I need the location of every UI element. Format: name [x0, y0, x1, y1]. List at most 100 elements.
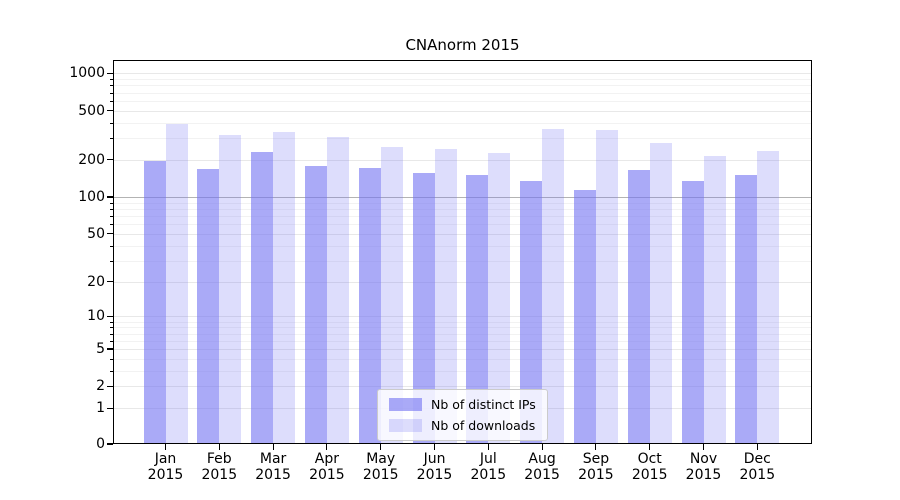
bar-distinct-ips-mar [251, 152, 274, 444]
y-axis-minor-tick-mark [109, 245, 113, 247]
y-axis-tick-label: 200 [78, 151, 105, 168]
bar-downloads-apr [326, 136, 349, 444]
y-axis-minor-tick-mark [109, 358, 113, 360]
x-axis-month-label: Nov 2015 [676, 451, 732, 483]
y-axis-minor-tick-mark [109, 138, 113, 140]
y-axis-tick-label: 10 [87, 308, 105, 325]
bar-downloads-aug [542, 129, 565, 444]
y-axis-minor-tick-mark [109, 79, 113, 81]
y-axis-tick-mark [107, 159, 113, 161]
bar-distinct-ips-jul [466, 175, 489, 444]
y-axis-tick-mark [107, 407, 113, 409]
bar-distinct-ips-nov [681, 180, 704, 444]
y-axis-minor-tick-mark [109, 340, 113, 342]
minor-gridline [113, 327, 812, 329]
bar-downloads-nov [703, 156, 726, 444]
x-axis-tick-mark [380, 444, 382, 450]
minor-gridline [113, 208, 812, 210]
major-gridline [113, 159, 812, 161]
y-axis-tick-label: 1 [96, 400, 105, 417]
x-axis-month-label: Jan 2015 [138, 451, 194, 483]
x-axis-month-text: Jun [423, 451, 446, 467]
y-axis-minor-tick-mark [109, 92, 113, 94]
major-gridline [113, 349, 812, 350]
x-axis-month-label: Oct 2015 [622, 451, 678, 483]
minor-gridline [113, 100, 812, 102]
legend-row: Nb of downloads [389, 418, 536, 433]
minor-gridline [113, 122, 812, 124]
y-axis-tick-mark [107, 72, 113, 74]
bar-distinct-ips-jun [412, 173, 435, 444]
bar-distinct-ips-feb [197, 168, 220, 444]
major-gridline [113, 73, 812, 75]
x-axis-tick-mark [218, 444, 220, 450]
x-axis-month-text: Oct [637, 451, 662, 467]
major-gridline [113, 233, 812, 235]
x-axis-month-label: May 2015 [353, 451, 409, 483]
legend-label-downloads: Nb of downloads [431, 418, 536, 433]
bar-distinct-ips-dec [735, 175, 758, 444]
bar-downloads-may [380, 146, 403, 444]
y-axis-minor-tick-mark [109, 85, 113, 87]
minor-gridline [113, 333, 812, 335]
x-axis-tick-mark [541, 444, 543, 450]
y-axis-tick-mark [107, 315, 113, 317]
y-axis-tick-mark [107, 348, 113, 350]
major-gridline [113, 110, 812, 112]
x-axis-month-text: Feb [206, 451, 232, 467]
chart-title: CNAnorm 2015 [405, 36, 520, 54]
x-axis-month-text: Aug [528, 451, 556, 467]
minor-gridline [113, 215, 812, 217]
y-axis-minor-tick-mark [109, 333, 113, 335]
y-axis-tick-label: 50 [87, 225, 105, 242]
y-axis-minor-tick-mark [109, 327, 113, 329]
bar-downloads-oct [649, 142, 672, 444]
minor-gridline [113, 85, 812, 87]
major-gridline [113, 316, 812, 318]
legend-swatch-distinct-ips-icon [389, 398, 422, 411]
bar-downloads-jun [434, 149, 457, 444]
x-axis-year-text: 2015 [739, 467, 776, 483]
x-axis-month-label: Apr 2015 [299, 451, 355, 483]
y-axis-minor-tick-mark [109, 224, 113, 226]
y-axis-minor-tick-mark [109, 321, 113, 323]
plot-area: Nb of distinct IPs Nb of downloads [113, 60, 812, 444]
bar-downloads-feb [219, 135, 242, 444]
x-axis-year-text: 2015 [255, 467, 291, 483]
x-axis-tick-mark [164, 444, 167, 450]
y-axis-tick-label: 100 [78, 189, 105, 205]
bar-distinct-ips-aug [520, 180, 543, 444]
y-axis-minor-tick-mark [109, 208, 113, 210]
bar-downloads-mar [273, 132, 296, 444]
x-axis-year-text: 2015 [631, 467, 668, 483]
x-axis-month-text: Mar [259, 451, 287, 467]
x-axis-tick-mark [326, 444, 328, 450]
y-axis-tick-label: 2 [96, 378, 105, 395]
bar-distinct-ips-jan [143, 161, 166, 444]
x-axis-tick-mark [487, 444, 489, 450]
x-axis-year-text: 2015 [685, 467, 722, 483]
legend-row: Nb of distinct IPs [389, 397, 536, 412]
major-gridline [113, 386, 812, 388]
y-axis-tick-label: 500 [78, 102, 105, 119]
x-axis-tick-mark [595, 444, 597, 450]
legend-label-distinct-ips: Nb of distinct IPs [431, 397, 536, 412]
y-axis-tick-mark [107, 110, 113, 112]
y-axis-tick-mark [107, 280, 113, 283]
x-axis-month-text: Nov [689, 451, 718, 467]
x-axis-year-text: 2015 [470, 467, 507, 483]
x-axis-month-text: Dec [743, 451, 771, 467]
bar-distinct-ips-sep [573, 189, 596, 444]
x-axis-tick-mark [756, 444, 758, 450]
y-axis-tick-label: 0 [96, 436, 105, 452]
bar-downloads-sep [595, 130, 618, 444]
x-axis-month-label: Dec 2015 [729, 451, 785, 483]
y-axis-tick-mark [107, 196, 113, 198]
y-axis-minor-tick-mark [109, 122, 113, 124]
legend-swatch-downloads-icon [389, 419, 422, 432]
x-axis-tick-mark [649, 444, 651, 450]
y-axis-minor-tick-mark [109, 100, 113, 102]
x-axis-tick-mark [433, 444, 436, 450]
major-gridline [113, 197, 812, 199]
